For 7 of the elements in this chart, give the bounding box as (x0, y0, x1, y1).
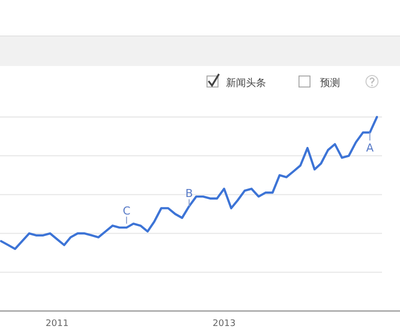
annotation: C (122, 204, 131, 218)
x-tick-label: 2013 (212, 319, 236, 329)
text: 新闻头条 (226, 77, 266, 89)
annotation: A (366, 142, 374, 155)
annotation: B (185, 187, 193, 200)
x-tick-label: 2011 (46, 319, 69, 329)
text: 预测 (320, 77, 340, 89)
